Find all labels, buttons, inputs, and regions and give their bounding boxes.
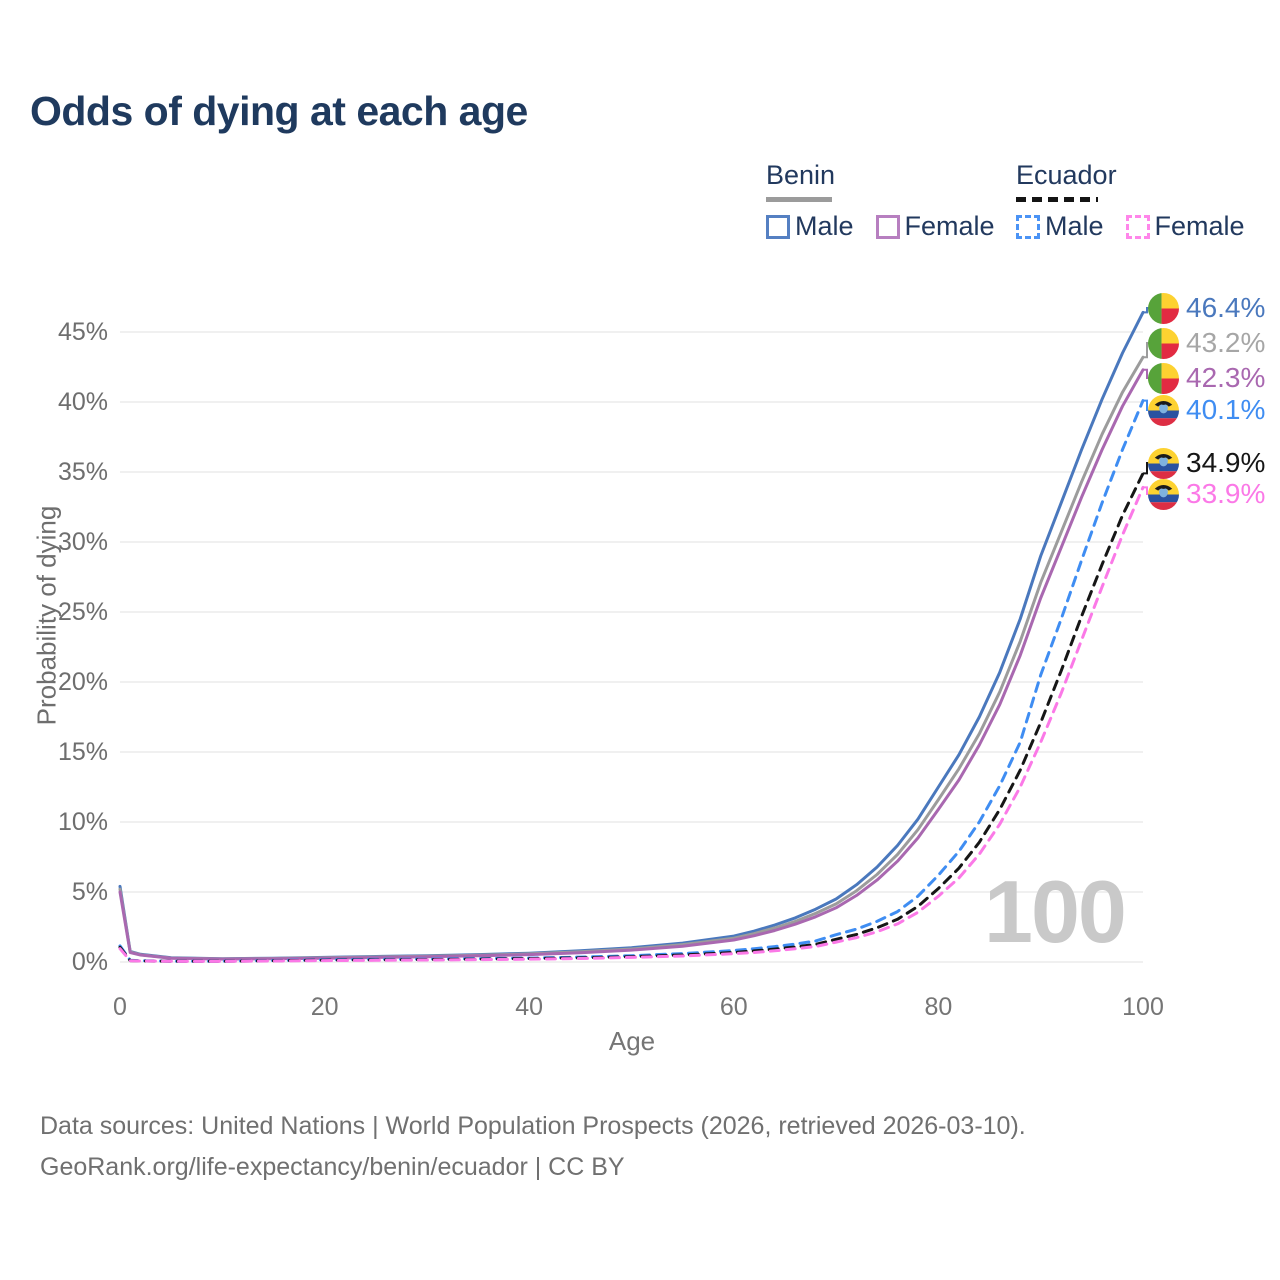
legend-country-label: Ecuador: [1016, 160, 1117, 190]
end-label-ecuador-male: 40.1%: [1148, 394, 1265, 426]
end-label-ecuador-female: 33.9%: [1148, 478, 1265, 510]
legend-item-ecuador-male[interactable]: Male: [1016, 211, 1104, 242]
y-tick-label: 10%: [57, 808, 108, 836]
y-tick-label: 15%: [57, 738, 108, 766]
y-tick-label: 45%: [57, 318, 108, 346]
end-value-label: 43.2%: [1186, 327, 1266, 358]
ecuador-flag-icon: [1148, 394, 1179, 426]
legend-item-benin-male[interactable]: Male: [766, 211, 854, 242]
legend-item-label: Female: [904, 211, 995, 241]
legend-item-benin-female[interactable]: Female: [875, 211, 995, 242]
legend-group-benin: Benin Male Female: [766, 160, 995, 242]
benin-female-swatch: [875, 214, 900, 239]
end-value-label: 46.4%: [1186, 292, 1266, 323]
y-tick-label: 25%: [57, 598, 108, 626]
y-tick-label: 30%: [57, 528, 108, 556]
ecuador-flag-icon: [1148, 447, 1179, 479]
series-line-ecuador-female[interactable]: [118, 485, 1145, 963]
end-value-label: 34.9%: [1186, 447, 1266, 478]
series-line-benin-female[interactable]: [118, 368, 1145, 961]
age-annotation-watermark: 100: [984, 862, 1127, 961]
x-tick-label: 0: [113, 993, 127, 1021]
end-value-label: 42.3%: [1186, 362, 1266, 393]
benin-male-swatch: [766, 214, 790, 239]
legend-group-ecuador: Ecuador Male Female: [1016, 160, 1245, 242]
end-label-benin-female: 42.3%: [1148, 362, 1265, 394]
attribution-text: GeoRank.org/life-expectancy/benin/ecuado…: [40, 1153, 625, 1181]
y-tick-label: 5%: [71, 878, 108, 906]
x-tick-label: 80: [924, 993, 953, 1021]
y-tick-label: 0%: [71, 948, 108, 976]
page-title: Odds of dying at each age: [30, 88, 528, 134]
end-value-label: 33.9%: [1186, 478, 1266, 509]
y-tick-label: 20%: [57, 668, 108, 696]
y-tick-label: 40%: [57, 388, 108, 416]
ecuador-flag-icon: [1148, 478, 1179, 510]
benin-flag-icon: [1148, 327, 1179, 359]
legend-item-label: Female: [1154, 211, 1245, 241]
benin-flag-icon: [1148, 362, 1179, 394]
x-tick-label: 100: [1122, 993, 1164, 1021]
ecuador-female-swatch: [1125, 214, 1150, 239]
legend-country-label: Benin: [766, 160, 836, 190]
x-tick-label: 20: [310, 993, 339, 1021]
legend-item-ecuador-female[interactable]: Female: [1125, 211, 1245, 242]
y-axis-title: Probability of dying: [31, 505, 62, 726]
benin-flag-icon: [1148, 292, 1179, 324]
y-tick-label: 35%: [57, 458, 108, 486]
x-tick-label: 60: [719, 993, 748, 1021]
legend-item-label: Male: [1045, 211, 1104, 241]
ecuador-male-swatch: [1016, 214, 1040, 239]
data-sources-text: Data sources: United Nations | World Pop…: [40, 1112, 1026, 1140]
x-tick-label: 40: [515, 993, 544, 1021]
end-label-benin-male: 46.4%: [1148, 292, 1265, 324]
legend-benin-line-sample: [766, 197, 832, 202]
legend-item-label: Male: [795, 211, 854, 241]
end-label-benin-both: 43.2%: [1148, 327, 1265, 359]
end-value-label: 40.1%: [1186, 394, 1266, 425]
x-axis-title: Age: [608, 1026, 656, 1056]
end-label-ecuador-both: 34.9%: [1148, 447, 1265, 479]
footer: Data sources: United Nations | World Pop…: [40, 1106, 1026, 1188]
legend-ecuador-line-sample: [1016, 197, 1098, 202]
